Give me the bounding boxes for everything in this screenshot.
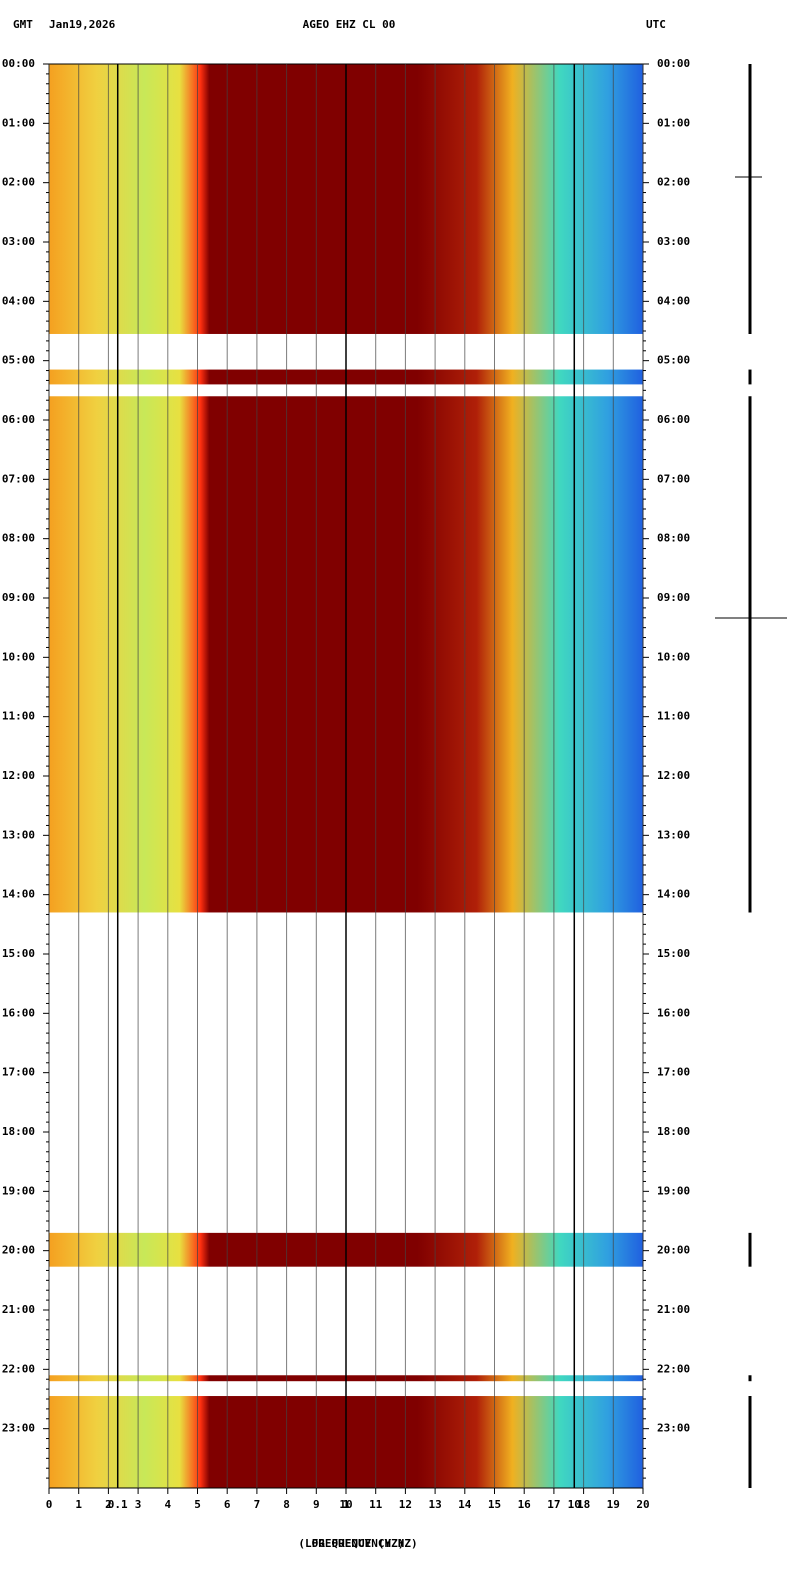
x-tick-label: 7 bbox=[254, 1498, 261, 1511]
log-x-label: (LOG FREQUENCY HZ) bbox=[298, 1537, 417, 1550]
log-x-tick-label: 1 bbox=[343, 1498, 350, 1511]
y-tick-label-right: 01:00 bbox=[657, 116, 690, 129]
x-tick-label: 12 bbox=[399, 1498, 412, 1511]
x-tick-label: 4 bbox=[164, 1498, 171, 1511]
y-tick-label: 09:00 bbox=[2, 591, 35, 604]
x-tick-label: 8 bbox=[283, 1498, 290, 1511]
y-tick-label: 16:00 bbox=[2, 1006, 35, 1019]
y-tick-label-right: 13:00 bbox=[657, 828, 690, 841]
x-tick-label: 15 bbox=[488, 1498, 501, 1511]
y-tick-label: 06:00 bbox=[2, 413, 35, 426]
x-tick-label: 5 bbox=[194, 1498, 201, 1511]
y-tick-label: 22:00 bbox=[2, 1362, 35, 1375]
header-tz: GMT bbox=[13, 18, 33, 31]
y-tick-label: 23:00 bbox=[2, 1422, 35, 1435]
y-tick-label: 18:00 bbox=[2, 1125, 35, 1138]
y-tick-label: 11:00 bbox=[2, 710, 35, 723]
x-tick-label: 16 bbox=[518, 1498, 532, 1511]
y-tick-label-right: 11:00 bbox=[657, 710, 690, 723]
y-tick-label-right: 15:00 bbox=[657, 947, 690, 960]
log-x-tick-label: 0.1 bbox=[108, 1498, 128, 1511]
x-tick-label: 1 bbox=[75, 1498, 82, 1511]
y-tick-label: 20:00 bbox=[2, 1244, 35, 1257]
y-tick-label-right: 00:00 bbox=[657, 57, 690, 70]
y-tick-label: 12:00 bbox=[2, 769, 35, 782]
x-tick-label: 10 bbox=[339, 1498, 352, 1511]
header-utc: UTC bbox=[646, 18, 666, 31]
y-tick-label-right: 22:00 bbox=[657, 1362, 690, 1375]
header-station: AGEO EHZ CL 00 bbox=[303, 18, 396, 31]
x-tick-label: 19 bbox=[607, 1498, 620, 1511]
y-tick-label: 04:00 bbox=[2, 294, 35, 307]
x-tick-label: 20 bbox=[636, 1498, 649, 1511]
header-date: Jan19,2026 bbox=[49, 18, 116, 31]
x-tick-label: 2 bbox=[105, 1498, 112, 1511]
x-label: FREQUENCY (HZ) bbox=[312, 1537, 405, 1550]
y-tick-label: 00:00 bbox=[2, 57, 35, 70]
y-tick-label: 19:00 bbox=[2, 1184, 35, 1197]
y-tick-label-right: 05:00 bbox=[657, 354, 690, 367]
x-tick-label: 9 bbox=[313, 1498, 320, 1511]
log-x-tick-label: 10 bbox=[568, 1498, 581, 1511]
y-tick-label: 03:00 bbox=[2, 235, 35, 248]
y-tick-label-right: 04:00 bbox=[657, 294, 690, 307]
y-tick-label-right: 17:00 bbox=[657, 1066, 690, 1079]
y-tick-label-right: 16:00 bbox=[657, 1006, 690, 1019]
y-tick-label: 13:00 bbox=[2, 828, 35, 841]
y-tick-label: 05:00 bbox=[2, 354, 35, 367]
y-tick-label: 10:00 bbox=[2, 650, 35, 663]
y-tick-label-right: 23:00 bbox=[657, 1422, 690, 1435]
x-tick-label: 11 bbox=[369, 1498, 383, 1511]
y-tick-label-right: 09:00 bbox=[657, 591, 690, 604]
x-tick-label: 6 bbox=[224, 1498, 231, 1511]
y-tick-label: 07:00 bbox=[2, 472, 35, 485]
y-tick-label-right: 02:00 bbox=[657, 176, 690, 189]
y-tick-label: 08:00 bbox=[2, 532, 35, 545]
x-tick-label: 13 bbox=[428, 1498, 441, 1511]
x-tick-label: 14 bbox=[458, 1498, 472, 1511]
y-tick-label-right: 19:00 bbox=[657, 1184, 690, 1197]
y-tick-label-right: 14:00 bbox=[657, 888, 690, 901]
y-tick-label-right: 20:00 bbox=[657, 1244, 690, 1257]
y-tick-label: 02:00 bbox=[2, 176, 35, 189]
y-tick-label: 21:00 bbox=[2, 1303, 35, 1316]
y-tick-label-right: 06:00 bbox=[657, 413, 690, 426]
x-tick-label: 0 bbox=[46, 1498, 53, 1511]
x-tick-label: 3 bbox=[135, 1498, 142, 1511]
x-tick-label: 18 bbox=[577, 1498, 590, 1511]
y-tick-label-right: 18:00 bbox=[657, 1125, 690, 1138]
y-tick-label-right: 08:00 bbox=[657, 532, 690, 545]
y-tick-label-right: 12:00 bbox=[657, 769, 690, 782]
y-tick-label: 17:00 bbox=[2, 1066, 35, 1079]
y-tick-label-right: 10:00 bbox=[657, 650, 690, 663]
y-tick-label: 01:00 bbox=[2, 116, 35, 129]
x-tick-label: 17 bbox=[547, 1498, 560, 1511]
y-tick-label-right: 21:00 bbox=[657, 1303, 690, 1316]
y-tick-label-right: 07:00 bbox=[657, 472, 690, 485]
y-tick-label-right: 03:00 bbox=[657, 235, 690, 248]
y-tick-label: 15:00 bbox=[2, 947, 35, 960]
y-tick-label: 14:00 bbox=[2, 888, 35, 901]
